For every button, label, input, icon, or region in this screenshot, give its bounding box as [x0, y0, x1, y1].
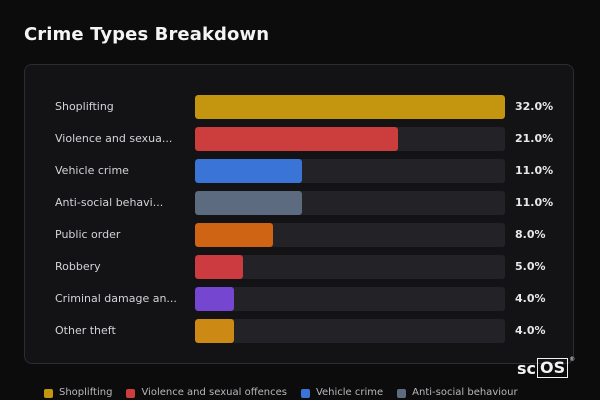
legend-label: Shoplifting — [59, 387, 113, 398]
bar-track — [195, 319, 505, 343]
legend-label: Anti-social behaviour — [412, 387, 518, 398]
category-label: Robbery — [55, 260, 101, 273]
bar-row: Robbery 5.0% — [55, 255, 555, 279]
bar-track — [195, 255, 505, 279]
legend-item: Violence and sexual offences — [126, 386, 287, 400]
chart-card: Shoplifting 32.0% Violence and sexua... 21.… — [24, 64, 574, 364]
legend-item: Anti-social behaviour — [397, 386, 518, 400]
legend-item: Shoplifting — [44, 386, 112, 400]
bar — [195, 287, 234, 311]
bar — [195, 255, 243, 279]
bar — [195, 223, 273, 247]
bar-row: Vehicle crime 11.0% — [55, 159, 555, 183]
bar-track — [195, 287, 505, 311]
category-label: Criminal damage an... — [55, 292, 177, 305]
value-label: 4.0% — [515, 324, 546, 337]
bar-track — [195, 159, 505, 183]
legend-label: Vehicle crime — [315, 387, 384, 398]
legend-swatch — [300, 388, 310, 398]
value-label: 32.0% — [515, 100, 554, 113]
chart-title: Crime Types Breakdown — [24, 24, 270, 45]
logo-registered-mark: ® — [569, 356, 576, 363]
bar-track — [195, 223, 505, 247]
legend-swatch — [44, 388, 53, 398]
value-label: 11.0% — [515, 164, 554, 177]
bar-row: Violence and sexua... 21.0% — [55, 127, 555, 151]
bar-track — [195, 191, 505, 215]
logo-sc: sc — [517, 358, 537, 378]
legend-label: Violence and sexual offences — [141, 387, 287, 398]
category-label: Other theft — [55, 324, 116, 337]
value-label: 5.0% — [515, 260, 546, 273]
bar — [195, 159, 302, 183]
legend-item: Vehicle crime — [300, 386, 384, 400]
brand-logo: sc OS ® — [517, 356, 576, 379]
bar-row: Public order 8.0% — [55, 223, 555, 247]
category-label: Anti-social behavi... — [55, 196, 164, 209]
bar-row: Criminal damage an... 4.0% — [55, 287, 555, 311]
value-label: 21.0% — [515, 132, 554, 145]
category-label: Shoplifting — [55, 100, 114, 113]
bar — [195, 319, 234, 343]
legend-swatch — [126, 388, 136, 398]
value-label: 4.0% — [515, 292, 546, 305]
category-label: Vehicle crime — [55, 164, 129, 177]
bar-row: Other theft 4.0% — [55, 319, 555, 343]
bar — [195, 127, 398, 151]
category-label: Violence and sexua... — [55, 132, 173, 145]
bar — [195, 191, 302, 215]
bar-row: Anti-social behavi... 11.0% — [55, 191, 555, 215]
bar-row: Shoplifting 32.0% — [55, 95, 555, 119]
chart-legend: Shoplifting Violence and sexual offences V… — [44, 386, 518, 400]
value-label: 8.0% — [515, 228, 546, 241]
legend-swatch — [397, 388, 407, 398]
bar-track — [195, 127, 505, 151]
category-label: Public order — [55, 228, 121, 241]
bar — [195, 95, 505, 119]
logo-os: OS — [537, 358, 569, 378]
bar-track — [195, 95, 505, 119]
value-label: 11.0% — [515, 196, 554, 209]
